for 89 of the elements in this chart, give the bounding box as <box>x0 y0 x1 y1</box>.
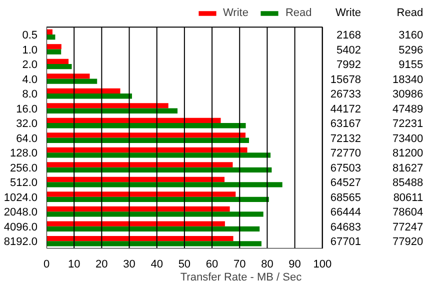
y-tick-label: 8.0 <box>22 88 38 101</box>
bar <box>46 88 120 94</box>
bar <box>46 196 269 202</box>
text: 67503 <box>330 162 362 174</box>
y-tick-label: 256.0 <box>10 162 38 174</box>
x-tick-label: 100 <box>313 258 332 270</box>
bar <box>46 132 246 138</box>
x-tick-label: 50 <box>178 258 191 270</box>
bar <box>46 212 264 217</box>
y-tick-label: 8192.0 <box>4 236 38 248</box>
bar <box>46 94 132 99</box>
text: 72132 <box>330 132 362 145</box>
y-tick-label: 2048.0 <box>4 206 38 219</box>
text: 5296 <box>398 44 424 56</box>
bar <box>46 49 62 54</box>
bar <box>46 162 233 168</box>
x-tick-label: 10 <box>68 258 80 270</box>
bar <box>46 206 230 212</box>
x-tick-label: 20 <box>96 258 108 270</box>
x-tick-label: 70 <box>234 258 246 270</box>
bar <box>46 118 221 124</box>
text: 77247 <box>392 221 424 234</box>
bar <box>46 78 98 84</box>
y-tick-label: 32.0 <box>16 118 38 130</box>
text: 64527 <box>330 177 362 190</box>
text: 85488 <box>392 177 424 190</box>
text: 18340 <box>392 74 424 86</box>
text: 44172 <box>330 103 362 116</box>
text: 15678 <box>330 74 362 86</box>
bar <box>46 221 225 226</box>
bar <box>46 108 178 114</box>
bar <box>46 147 248 153</box>
text: 5402 <box>336 44 362 56</box>
text: 66444 <box>330 206 362 219</box>
y-tick-label: 64.0 <box>16 132 38 145</box>
text: 30986 <box>392 88 424 101</box>
text: Write <box>336 7 362 20</box>
bar <box>46 44 62 50</box>
x-tick-label: 0 <box>43 258 50 270</box>
text: 7992 <box>336 59 362 72</box>
text: 80611 <box>393 192 424 204</box>
legend-label: Read <box>285 7 312 19</box>
y-tick-label: 0.5 <box>22 29 38 42</box>
legend-label: Write <box>223 7 248 19</box>
bar <box>46 58 69 64</box>
text: 81627 <box>392 162 424 174</box>
text: 26733 <box>330 88 362 101</box>
x-tick-label: 40 <box>150 258 163 270</box>
bar <box>46 152 271 158</box>
x-tick-label: 60 <box>206 258 218 270</box>
bar <box>46 236 234 242</box>
text: 81200 <box>392 148 424 160</box>
text: 68565 <box>330 192 362 204</box>
y-tick-label: 4.0 <box>22 74 38 86</box>
bar <box>46 123 246 128</box>
y-tick-label: 4096.0 <box>4 221 38 234</box>
text: Read <box>396 7 424 20</box>
bar <box>46 138 249 143</box>
text: 47489 <box>392 103 424 116</box>
bar <box>46 167 272 172</box>
y-tick-label: 16.0 <box>16 103 38 116</box>
bar <box>46 74 90 79</box>
bar <box>46 103 168 108</box>
y-tick-label: 128.0 <box>10 148 38 160</box>
text: 67701 <box>330 236 362 248</box>
text: 72770 <box>330 148 362 160</box>
x-tick-label: 30 <box>123 258 136 270</box>
x-tick-label: 80 <box>261 258 274 270</box>
text: 9155 <box>398 59 424 72</box>
bar <box>46 176 225 182</box>
text: 78604 <box>392 206 424 219</box>
text: 72231 <box>392 118 424 130</box>
y-tick-label: 2.0 <box>22 59 38 72</box>
bar <box>46 241 262 246</box>
x-axis-title: Transfer Rate - MB / Sec <box>180 272 302 284</box>
bar <box>46 182 282 188</box>
x-tick-label: 90 <box>288 258 301 270</box>
text: 3160 <box>398 29 424 42</box>
bar <box>46 226 260 232</box>
bar <box>46 192 236 197</box>
text: 2168 <box>336 29 362 42</box>
y-tick-label: 1024.0 <box>4 192 38 204</box>
bar <box>46 64 72 70</box>
text: 64683 <box>330 221 362 234</box>
text: 77920 <box>392 236 424 248</box>
text: 63167 <box>330 118 362 130</box>
y-tick-label: 512.0 <box>10 177 38 190</box>
text: 73400 <box>392 132 424 145</box>
y-tick-label: 1.0 <box>22 44 38 56</box>
